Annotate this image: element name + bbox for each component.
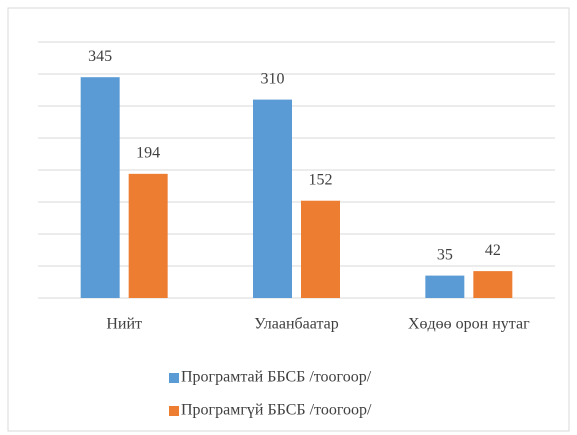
bar bbox=[128, 173, 168, 298]
legend-label: Програмгүй ББСБ /тоогоор/ bbox=[181, 402, 372, 419]
data-label: 194 bbox=[136, 145, 160, 162]
legend-swatch bbox=[169, 373, 179, 383]
bar bbox=[425, 275, 465, 298]
data-label: 35 bbox=[437, 246, 453, 263]
legend-label: Програмтай ББСБ /тоогоор/ bbox=[181, 369, 372, 386]
bar bbox=[253, 99, 292, 298]
data-label: 42 bbox=[485, 242, 501, 259]
x-tick-label: Улаанбаатар bbox=[254, 316, 339, 333]
bar bbox=[301, 200, 340, 298]
data-label: 152 bbox=[309, 171, 333, 188]
data-label: 345 bbox=[88, 48, 112, 65]
legend-swatch bbox=[169, 406, 179, 416]
bar bbox=[80, 77, 120, 298]
x-tick-label: Нийт bbox=[106, 316, 142, 333]
x-tick-label: Хөдөө орон нутаг bbox=[408, 316, 530, 333]
data-label: 310 bbox=[261, 70, 285, 87]
bar bbox=[473, 271, 513, 298]
